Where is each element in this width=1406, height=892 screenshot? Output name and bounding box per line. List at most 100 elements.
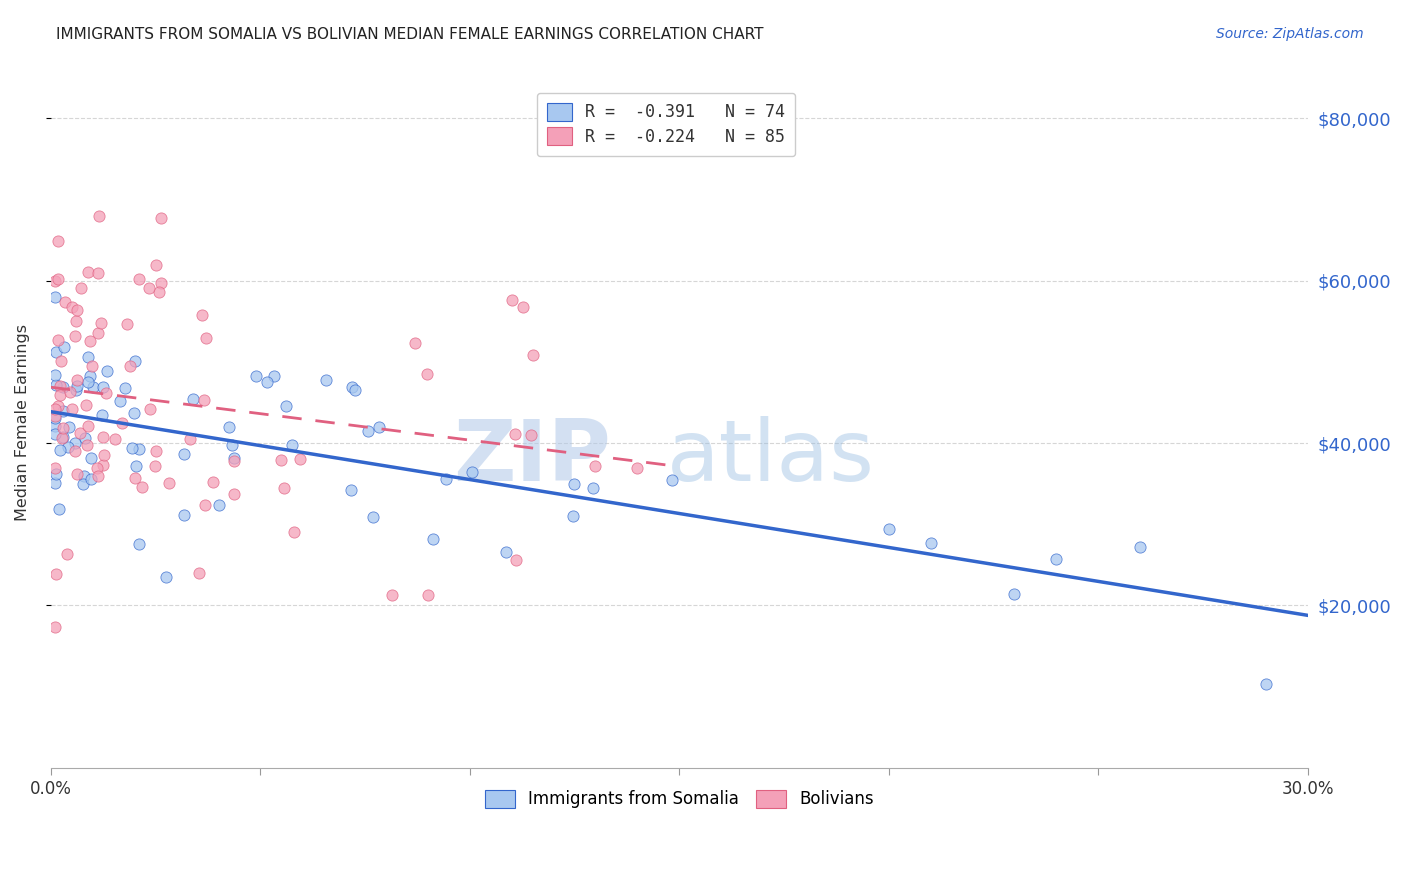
Point [512, 300, 534, 314]
Point [145, 444, 167, 458]
Text: ZIP: ZIP [453, 416, 610, 499]
Point [46, 235, 69, 249]
Point [76, 418, 98, 433]
Point [145, 259, 167, 273]
Point [80, 450, 103, 465]
Y-axis label: Median Female Earnings: Median Female Earnings [15, 324, 30, 521]
Point [122, 406, 145, 420]
Point [191, 308, 214, 322]
Point [315, 373, 337, 387]
Point [108, 394, 131, 409]
Point [44, 410, 66, 425]
Point [495, 545, 517, 559]
Point [1129, 541, 1152, 555]
Point [193, 393, 215, 408]
Point [661, 473, 683, 487]
Point [270, 453, 292, 467]
Point [201, 475, 224, 490]
Point [63, 435, 86, 450]
Point [263, 368, 285, 383]
Point [44, 409, 66, 423]
Point [44, 368, 66, 383]
Point [87, 267, 110, 281]
Point [245, 368, 267, 383]
Point [290, 452, 312, 467]
Point [48, 379, 70, 393]
Point [343, 384, 366, 398]
Point [138, 402, 160, 417]
Point [44, 418, 66, 433]
Point [52, 404, 75, 418]
Point [79, 334, 101, 349]
Point [73, 469, 96, 483]
Point [128, 442, 150, 456]
Point [434, 472, 457, 486]
Point [157, 475, 180, 490]
Text: IMMIGRANTS FROM SOMALIA VS BOLIVIAN MEDIAN FEMALE EARNINGS CORRELATION CHART: IMMIGRANTS FROM SOMALIA VS BOLIVIAN MEDI… [56, 27, 763, 42]
Point [80, 472, 103, 486]
Legend: Immigrants from Somalia, Bolivians: Immigrants from Somalia, Bolivians [478, 783, 880, 815]
Point [562, 476, 585, 491]
Point [91, 458, 114, 473]
Point [49, 443, 72, 458]
Point [66, 467, 89, 481]
Point [416, 588, 439, 602]
Point [505, 553, 527, 567]
Point [115, 318, 138, 332]
Point [1002, 587, 1025, 601]
Point [63, 444, 86, 458]
Point [63, 328, 86, 343]
Point [104, 432, 127, 446]
Point [381, 588, 404, 602]
Point [52, 380, 75, 394]
Point [195, 331, 218, 345]
Point [58, 420, 80, 434]
Point [44, 402, 66, 417]
Point [118, 359, 141, 373]
Point [75, 431, 97, 445]
Point [51, 431, 73, 445]
Point [626, 461, 648, 475]
Point [46, 333, 69, 347]
Point [93, 448, 115, 462]
Point [522, 348, 544, 362]
Point [221, 438, 243, 452]
Point [155, 570, 177, 584]
Point [65, 314, 87, 328]
Point [44, 620, 66, 634]
Point [273, 482, 295, 496]
Point [179, 432, 201, 446]
Point [69, 281, 91, 295]
Point [75, 398, 97, 412]
Point [60, 300, 83, 314]
Point [520, 428, 543, 442]
Point [128, 537, 150, 551]
Point [173, 447, 195, 461]
Point [404, 335, 426, 350]
Point [274, 399, 297, 413]
Point [173, 508, 195, 523]
Point [111, 416, 134, 430]
Point [124, 471, 146, 485]
Point [59, 384, 82, 399]
Point [65, 384, 87, 398]
Point [1045, 551, 1067, 566]
Point [89, 210, 111, 224]
Point [920, 536, 942, 550]
Point [357, 424, 380, 438]
Point [91, 409, 114, 423]
Point [283, 524, 305, 539]
Point [45, 567, 67, 582]
Point [582, 481, 605, 495]
Point [561, 508, 583, 523]
Point [48, 501, 70, 516]
Point [69, 426, 91, 441]
Point [51, 354, 73, 368]
Point [44, 475, 66, 490]
Point [96, 364, 118, 378]
Point [256, 375, 278, 389]
Point [48, 399, 70, 413]
Point [90, 316, 112, 330]
Point [188, 566, 211, 581]
Point [181, 392, 204, 406]
